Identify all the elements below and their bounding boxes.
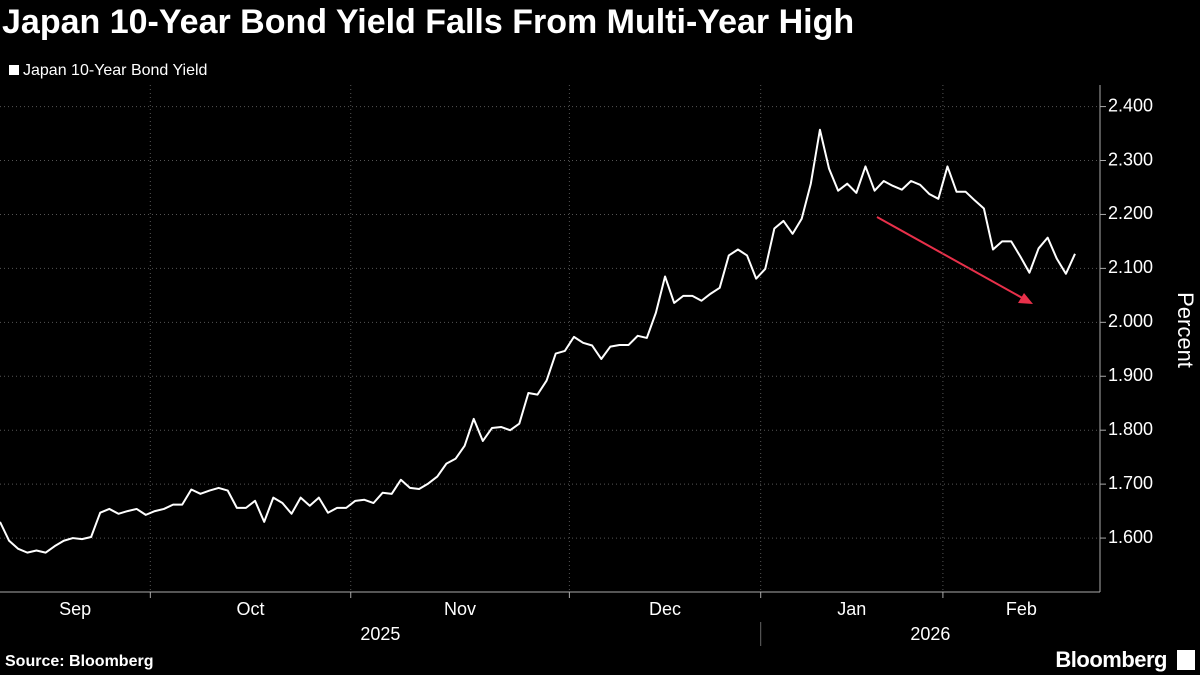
x-tick-label: Oct [237, 599, 265, 619]
y-tick-label: 2.200 [1108, 203, 1153, 223]
y-axis-label: Percent [1173, 292, 1198, 368]
x-tick-label: Jan [837, 599, 866, 619]
y-tick-label: 2.000 [1108, 311, 1153, 331]
y-tick-label: 1.800 [1108, 419, 1153, 439]
x-tick-label: Dec [649, 599, 681, 619]
y-tick-label: 2.100 [1108, 257, 1153, 277]
brand-icon [1177, 650, 1195, 670]
legend-swatch [9, 65, 19, 75]
y-tick-label: 1.700 [1108, 473, 1153, 493]
x-group-label: 2026 [910, 624, 950, 644]
y-tick-label: 1.600 [1108, 527, 1153, 547]
x-tick-label: Sep [59, 599, 91, 619]
y-tick-label: 2.400 [1108, 95, 1153, 115]
legend-label: Japan 10-Year Bond Yield [23, 62, 207, 79]
y-tick-label: 1.900 [1108, 365, 1153, 385]
source: Source: Bloomberg [5, 653, 153, 670]
chart-title: Japan 10-Year Bond Yield Falls From Mult… [2, 3, 854, 41]
trend-arrow [876, 216, 1027, 301]
trend-arrow-head [1018, 293, 1033, 304]
y-tick-label: 2.300 [1108, 149, 1153, 169]
line-series [0, 128, 1076, 554]
x-tick-label: Feb [1006, 599, 1037, 619]
x-tick-label: Nov [444, 599, 476, 619]
x-group-label: 2025 [360, 624, 400, 644]
brand: Bloomberg [1055, 647, 1167, 672]
